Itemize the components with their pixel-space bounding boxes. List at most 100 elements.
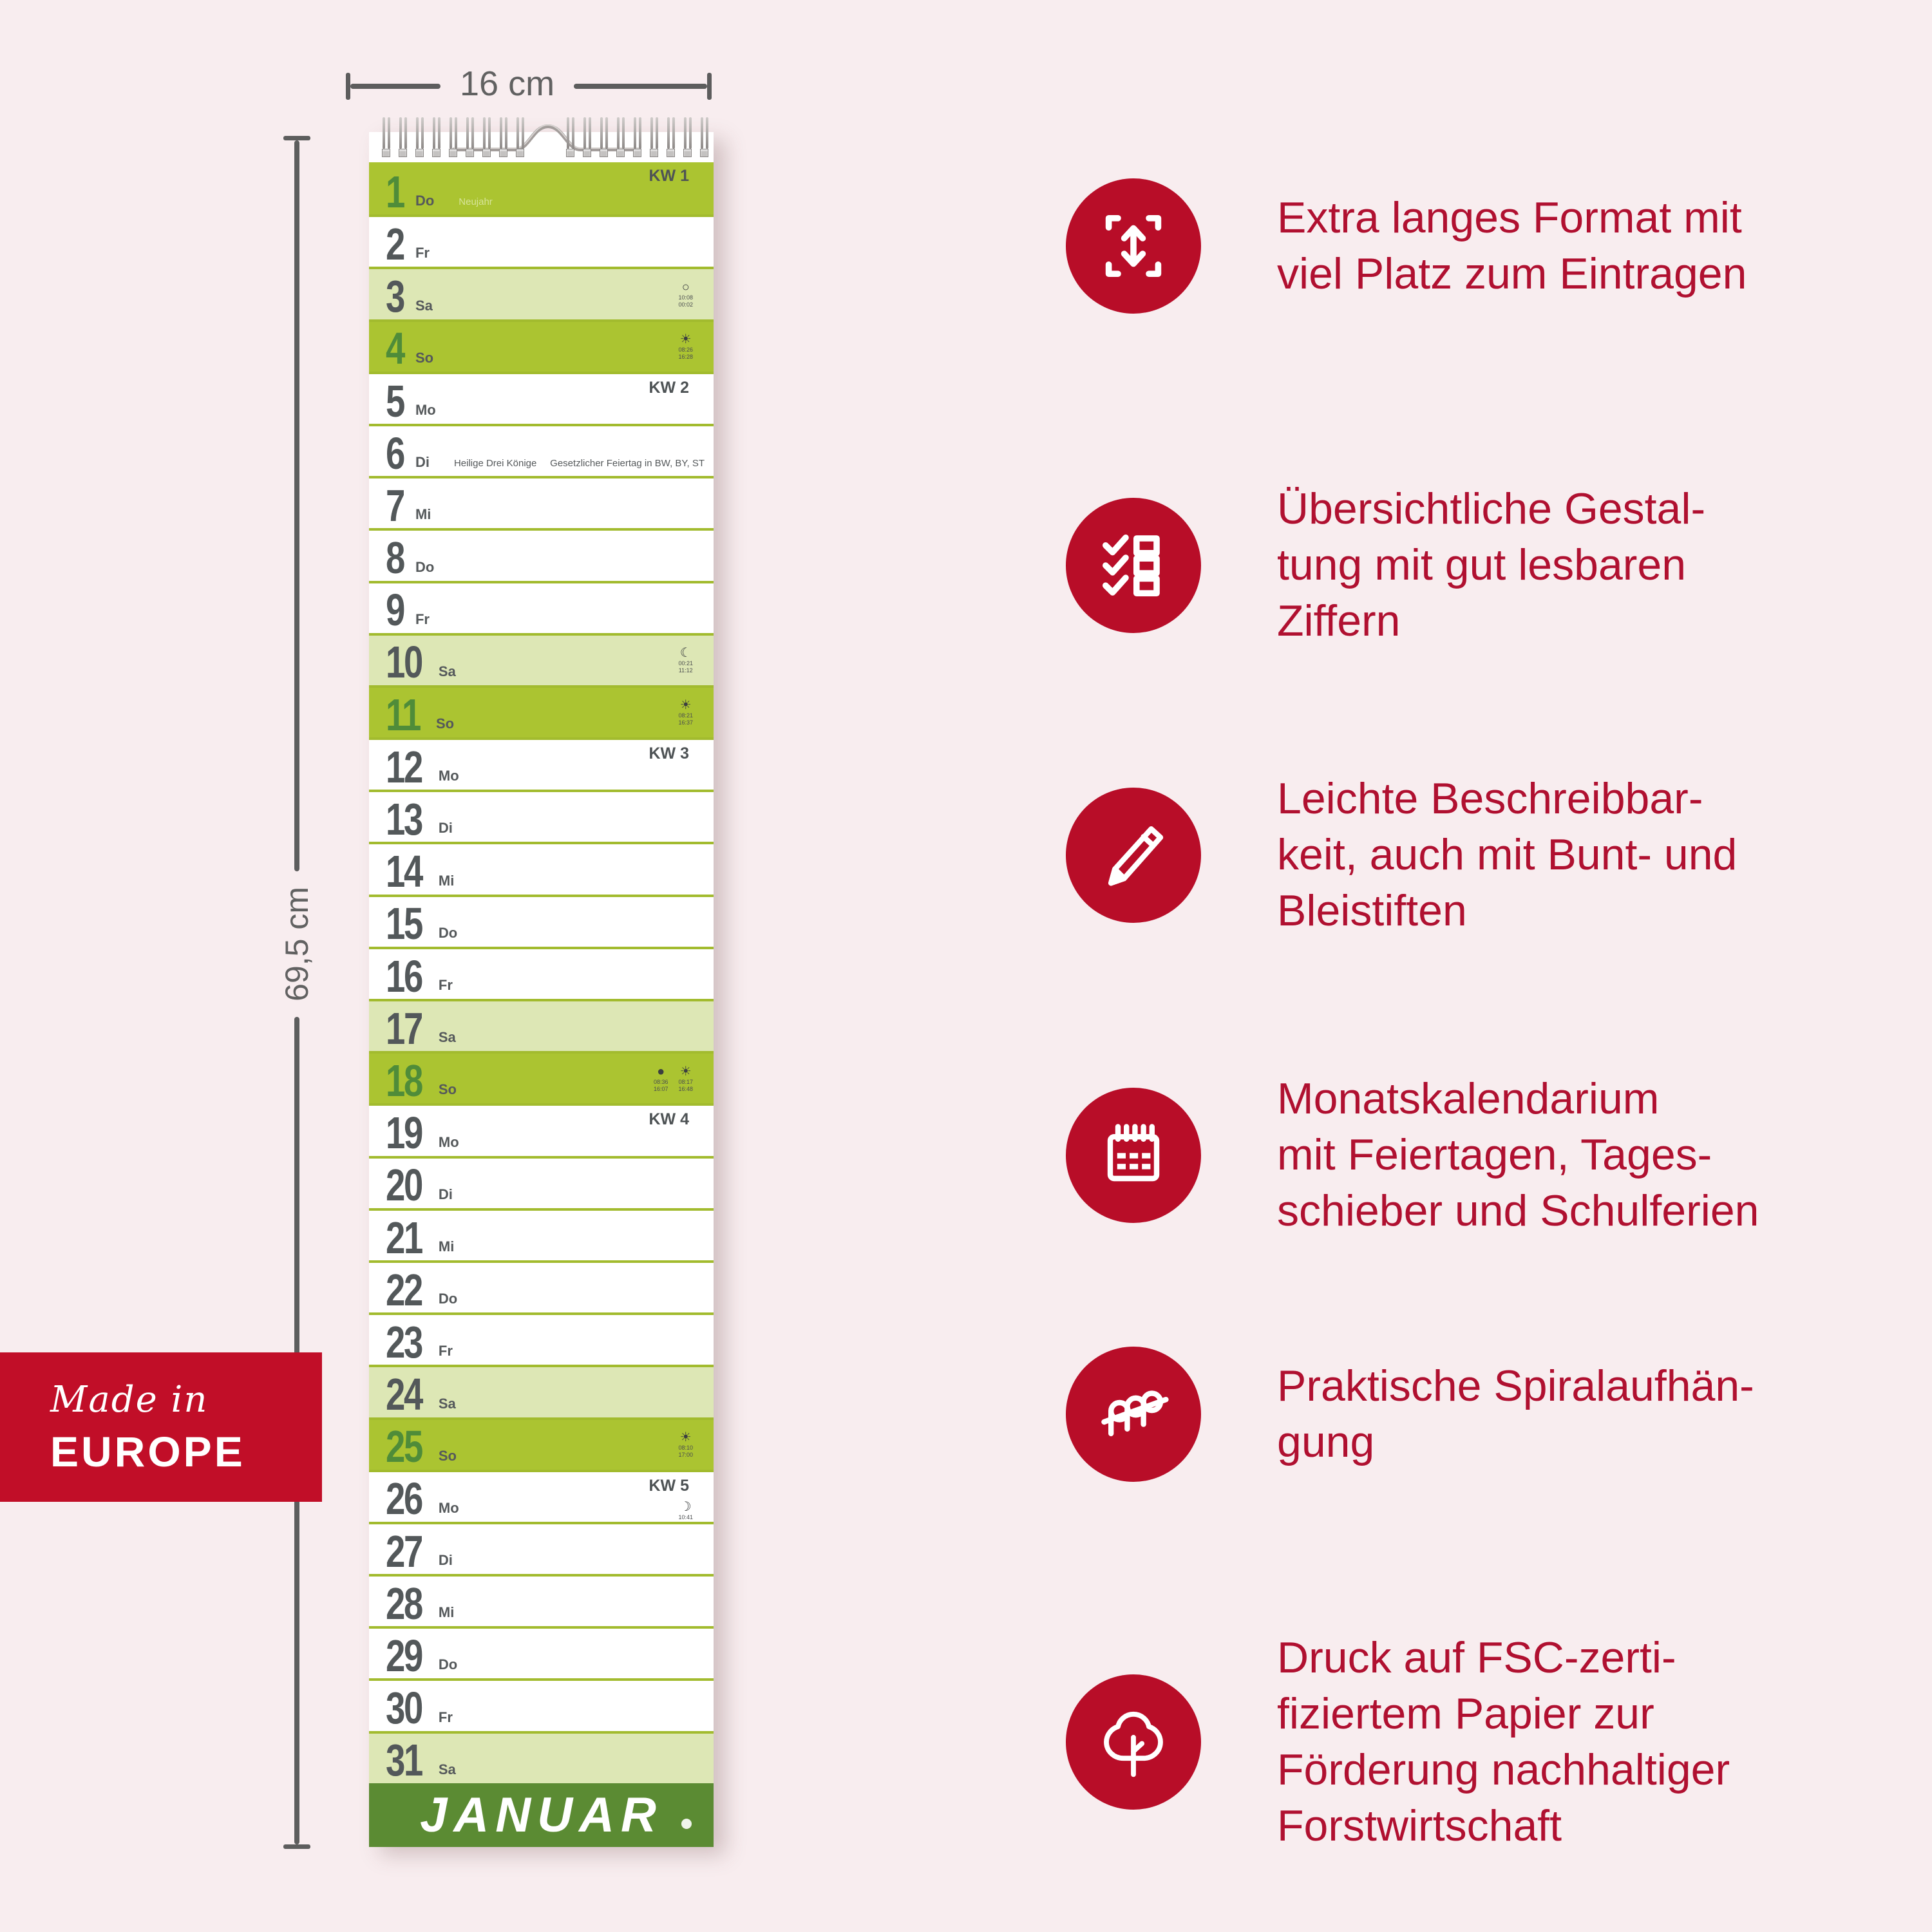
wire	[617, 117, 620, 149]
astro-time: 16:28	[678, 354, 693, 361]
calendar-day-row: 5 Mo KW 2	[369, 371, 714, 424]
punch-hole	[482, 149, 491, 157]
weekday-label: Mi	[438, 1604, 455, 1621]
day-number: 20	[386, 1160, 423, 1211]
wire	[404, 117, 407, 149]
expand-vertical-icon	[1105, 215, 1162, 277]
day-number: 9	[386, 585, 405, 636]
day-cell: 27 Di	[386, 1528, 453, 1573]
weekday-label: Mi	[438, 872, 455, 889]
spiral-loop	[683, 117, 692, 158]
punch-hole	[650, 149, 658, 157]
dimension-line	[294, 140, 299, 871]
week-number: KW 2	[649, 378, 690, 397]
feature-item: Leichte Beschreibbar-keit, auch mit Bunt…	[1066, 771, 1737, 939]
calendar-day-row: 7 Mi	[369, 476, 714, 529]
feature-text-line: Forstwirtschaft	[1277, 1801, 1562, 1850]
spiral-icon	[1101, 1390, 1169, 1437]
day-number: 14	[386, 846, 423, 897]
holiday-note: Neujahr	[459, 196, 493, 208]
weekday-label: Mo	[438, 768, 459, 784]
astro-time: 00:02	[678, 301, 693, 308]
week-number: KW 5	[649, 1476, 690, 1495]
weekday-label: Fr	[438, 977, 453, 993]
feature-item: Monatskalendarium mit Feiertagen, Tages-s…	[1066, 1071, 1759, 1239]
weekday-label: So	[438, 1447, 457, 1464]
spiral-loop	[650, 117, 659, 158]
feature-text-line: schieber und Schulferien	[1277, 1186, 1759, 1235]
calendar-day-row: 2 Fr	[369, 214, 714, 267]
astro-time: 10:41	[678, 1513, 693, 1520]
wire	[583, 117, 586, 149]
wire	[500, 117, 502, 149]
holiday-note: Heilige Drei Könige Gesetzlicher Feierta…	[453, 458, 705, 469]
tree-icon	[1104, 1711, 1163, 1777]
spiral-loop	[667, 117, 676, 158]
spiral-loop	[516, 117, 525, 158]
feature-text-line: keit, auch mit Bunt- und	[1277, 830, 1738, 879]
astro-info: ☀ 08:21 16:37	[678, 699, 693, 726]
sun-icon: ☀	[679, 1064, 692, 1079]
calendar-day-row: 11 So ☀ 08:21 16:37	[369, 685, 714, 738]
weekday-label: So	[436, 715, 455, 732]
day-number: 29	[386, 1631, 423, 1681]
punch-hole	[633, 149, 641, 157]
day-cell: 15 Do	[386, 898, 457, 949]
feature-text-line: tung mit gut lesbaren	[1277, 540, 1687, 589]
calendar-day-row: 14 Mi	[369, 842, 714, 897]
day-cell: 30 Fr	[386, 1683, 453, 1734]
astro-time: 16:37	[678, 719, 693, 726]
spiral-loop	[633, 117, 642, 158]
calendar-day-row: 3 Sa ○ 10:08 00:02	[369, 267, 714, 319]
weekday-label: Do	[415, 558, 435, 575]
day-number: 6	[386, 428, 405, 478]
astro-info: ☀ 08:26 16:28	[678, 333, 693, 360]
day-number: 12	[386, 741, 423, 792]
feature-icon-circle	[1066, 1347, 1201, 1482]
astro-time: 11:12	[678, 667, 693, 674]
checklist-icon	[1103, 534, 1160, 596]
day-number: 30	[386, 1683, 423, 1734]
day-cell: 20 Di	[386, 1160, 453, 1211]
spiral-loop	[482, 117, 491, 158]
wire	[421, 117, 424, 149]
calendar-day-row: 27 Di	[369, 1521, 714, 1575]
weekday-label: Fr	[415, 245, 430, 261]
calendar-day-row: 31 Sa	[369, 1730, 714, 1783]
weekday-label: Di	[438, 820, 453, 837]
feature-text-line: Förderung nachhaltiger	[1277, 1745, 1730, 1794]
feature-text: Extra langes Format mit viel Platz zum Ei…	[1277, 190, 1747, 302]
day-number: 4	[386, 323, 405, 374]
calendar-day-row: 19 Mo KW 4	[369, 1103, 714, 1156]
day-cell: 25 So	[386, 1421, 457, 1472]
punch-hole	[382, 149, 390, 157]
wire	[672, 117, 675, 149]
day-number: 25	[386, 1421, 423, 1472]
moon-icon: ☾ 00:21 11:12	[678, 647, 693, 674]
astro-info: ● 08:36 16:07 ☀ 08:17 16:48	[654, 1065, 693, 1092]
calendar-day-row: 12 Mo KW 3	[369, 737, 714, 790]
day-cell: 12 Mo	[386, 741, 459, 792]
wire	[605, 117, 608, 149]
dimension-line	[350, 84, 440, 89]
day-number: 15	[386, 898, 423, 949]
calendar-day-row: 28 Mi	[369, 1574, 714, 1627]
sun-icon: ☀ 08:17 16:48	[678, 1065, 693, 1092]
weekday-label: Di	[415, 454, 430, 471]
feature-text: Leichte Beschreibbar-keit, auch mit Bunt…	[1277, 771, 1737, 939]
sun-icon: ☀	[679, 1430, 692, 1445]
feature-item: Druck auf FSC-zerti-fiziertem Papier zur…	[1066, 1630, 1730, 1854]
wire	[706, 117, 708, 149]
weekday-label: Do	[438, 1656, 458, 1673]
width-dimension: 16 cm	[346, 64, 712, 103]
calendar-day-row: 1 Do Neujahr KW 1	[369, 162, 714, 217]
dimension-line	[574, 84, 707, 89]
day-cell: 9 Fr	[386, 585, 430, 636]
day-number: 1	[386, 166, 405, 217]
day-cell: 10 Sa	[386, 639, 456, 685]
weekday-label: Sa	[438, 1395, 456, 1412]
feature-text-line: gung	[1277, 1417, 1375, 1466]
calendar-day-row: 16 Fr	[369, 946, 714, 999]
feature-text-line: viel Platz zum Eintragen	[1277, 249, 1747, 298]
wire	[600, 117, 603, 149]
